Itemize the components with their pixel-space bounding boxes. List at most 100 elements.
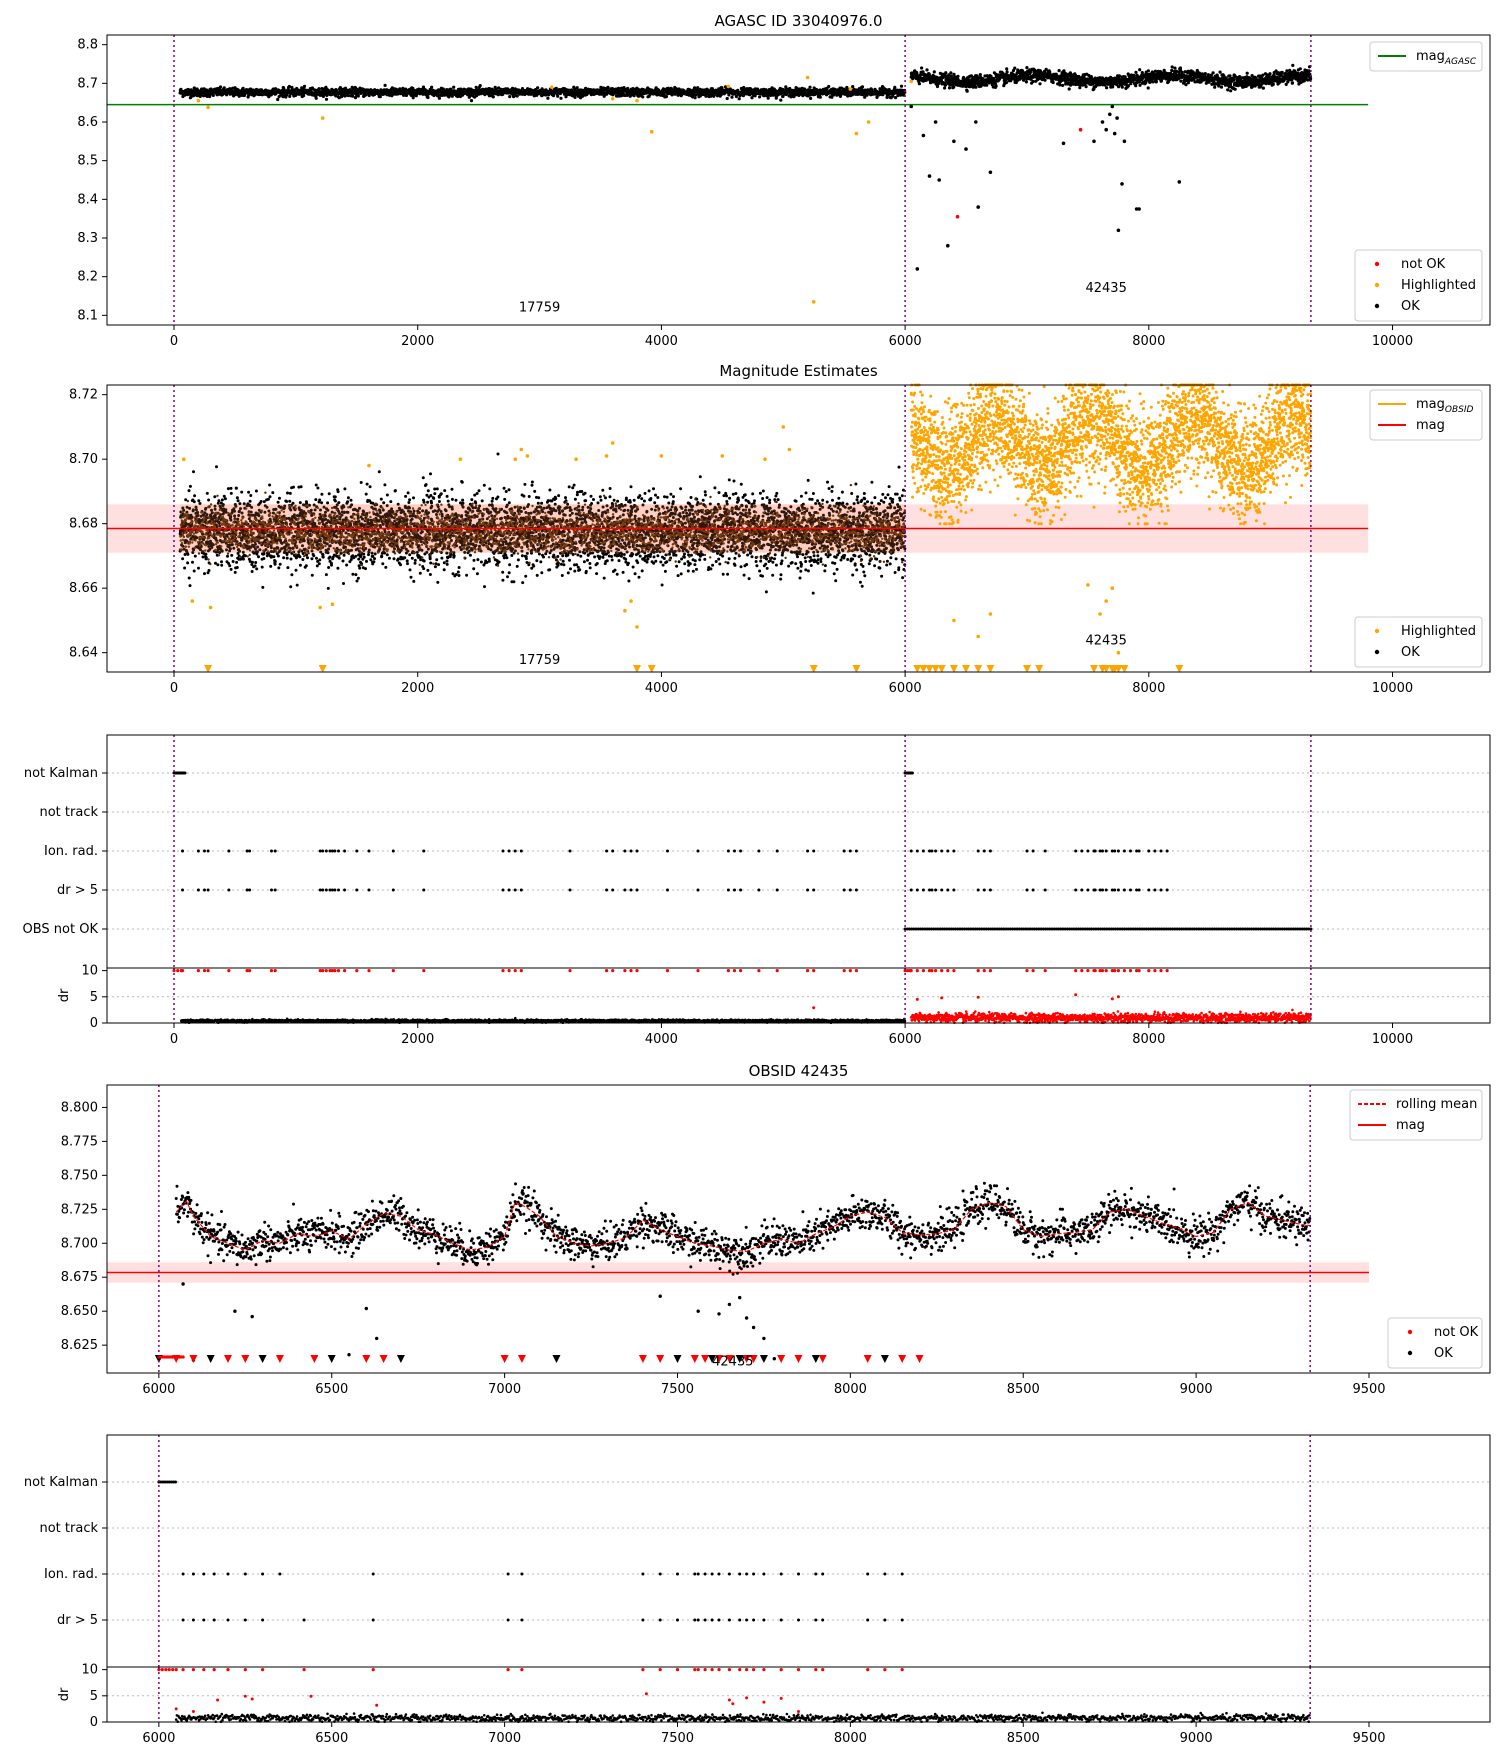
ok-point: [253, 564, 257, 568]
ok-point: [1038, 82, 1042, 86]
x-tick-label: 2000: [401, 334, 434, 349]
highlighted-point: [610, 97, 615, 101]
ok-point: [192, 470, 195, 474]
ok-point: [220, 498, 224, 502]
ok-point: [1061, 141, 1066, 146]
ok-point: [809, 96, 813, 100]
ok-point: [1122, 139, 1127, 144]
ok-point: [988, 170, 993, 175]
ok-point: [430, 85, 434, 89]
ok-point: [207, 569, 211, 572]
ok-point: [192, 500, 196, 504]
ok-point: [261, 585, 265, 589]
ok-point: [193, 554, 197, 558]
ok-point: [254, 489, 258, 493]
ok-point: [351, 94, 355, 98]
ok-point: [302, 84, 307, 88]
ok-point: [240, 490, 244, 494]
ok-point: [1025, 66, 1029, 70]
ok-point: [491, 95, 495, 99]
y-tick-label: 8.3: [77, 231, 98, 246]
highlighted-point: [726, 84, 731, 89]
highlighted-point: [909, 79, 913, 84]
ok-point: [693, 96, 697, 100]
ok-point: [1298, 67, 1302, 71]
ok-point: [251, 560, 254, 564]
ok-point: [985, 83, 989, 87]
ok-point: [606, 85, 610, 89]
ok-point: [1115, 116, 1119, 120]
ok-point: [247, 490, 251, 494]
ok-point: [915, 267, 920, 271]
legend-label: OK: [1401, 299, 1420, 314]
ok-point: [932, 70, 936, 74]
ok-point: [186, 561, 190, 565]
ok-point: [220, 563, 224, 567]
highlighted-point: [811, 300, 816, 304]
ok-point: [779, 98, 783, 102]
ok-point: [241, 557, 245, 561]
ok-point: [851, 85, 855, 89]
ok-point: [383, 83, 387, 87]
ok-point: [758, 95, 762, 99]
ok-point: [723, 85, 728, 89]
ok-point: [559, 96, 563, 100]
ok-point: [1203, 72, 1207, 76]
ok-point: [314, 96, 318, 100]
ok-point: [1004, 81, 1009, 85]
ok-point: [1229, 89, 1233, 93]
ok-point: [255, 567, 259, 571]
ok-point: [827, 84, 831, 89]
ok-point: [546, 96, 550, 100]
ok-point: [556, 94, 560, 98]
ok-point: [946, 243, 950, 248]
ok-point: [262, 557, 266, 560]
ok-point: [737, 97, 741, 101]
ok-point: [187, 489, 191, 493]
ok-point: [1309, 77, 1313, 81]
y-tick-label: 8.8: [77, 38, 98, 53]
x-tick-label: 0: [170, 334, 178, 349]
ok-point: [1179, 79, 1183, 83]
ok-point: [1024, 80, 1028, 84]
ok-point: [965, 89, 969, 93]
ok-point: [230, 553, 234, 557]
ok-point: [236, 499, 240, 503]
ok-point: [1213, 85, 1217, 89]
ok-point: [1138, 68, 1142, 72]
ok-point: [575, 86, 579, 90]
ok-point: [1013, 66, 1017, 70]
ok-point: [536, 86, 540, 90]
highlighted-point: [206, 105, 210, 110]
ok-point: [192, 569, 196, 573]
ok-point: [223, 497, 227, 501]
ok-point: [1268, 72, 1272, 76]
ok-point: [215, 465, 218, 469]
ok-point: [207, 498, 211, 502]
ok-point: [248, 499, 252, 503]
ok-point: [641, 95, 645, 99]
ok-point: [197, 566, 200, 570]
ok-point: [229, 491, 233, 495]
ok-point: [937, 178, 941, 182]
ok-point: [1144, 81, 1148, 85]
ok-point: [943, 86, 947, 90]
ok-point: [1092, 139, 1096, 144]
highlighted-point: [854, 131, 859, 136]
highlighted-point: [550, 85, 554, 89]
ok-point: [949, 71, 953, 75]
ok-point: [426, 95, 430, 100]
x-tick-label: 4000: [645, 334, 678, 349]
ok-point: [204, 556, 208, 560]
y-tick-label: 8.5: [77, 154, 98, 169]
ok-point: [1226, 88, 1230, 92]
highlighted-point: [635, 98, 639, 103]
ok-point: [235, 560, 239, 564]
ok-point: [226, 554, 229, 558]
ok-point: [218, 85, 223, 89]
ok-point: [183, 566, 187, 570]
ok-point: [378, 95, 382, 99]
ok-point: [899, 84, 904, 88]
ok-point: [730, 95, 734, 99]
ok-point: [243, 554, 247, 558]
